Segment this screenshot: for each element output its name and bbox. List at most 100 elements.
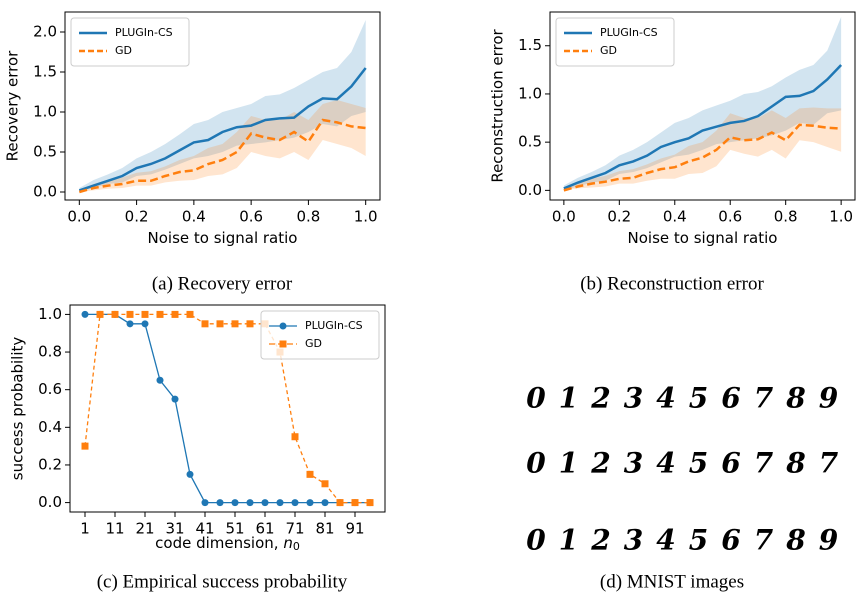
mnist-digit: 7 xyxy=(754,447,774,480)
mnist-digit: 3 xyxy=(624,447,643,480)
legend-label: GD xyxy=(600,44,617,57)
point xyxy=(157,377,164,384)
mnist-digit: 8 xyxy=(785,382,805,415)
y-tick-label: 0.2 xyxy=(38,455,62,473)
mnist-digit: 5 xyxy=(689,447,708,480)
point xyxy=(202,320,209,327)
legend-label: GD xyxy=(305,337,322,350)
caption: (a) Recovery error xyxy=(152,273,293,294)
x-axis-label-symbol: n xyxy=(283,534,293,552)
y-tick-label: 2.0 xyxy=(33,23,57,41)
point xyxy=(127,311,134,318)
mnist-digit: 1 xyxy=(559,524,578,557)
mnist-digit: 7 xyxy=(754,524,774,557)
y-tick-label: 0.4 xyxy=(38,418,62,436)
mnist-digit: 3 xyxy=(624,524,643,557)
point xyxy=(217,499,224,506)
y-axis-label: Recovery error xyxy=(4,50,22,161)
point xyxy=(187,311,194,318)
y-axis-label: Reconstruction error xyxy=(489,28,507,182)
x-tick-label: 1 xyxy=(80,520,90,538)
mnist-digit: 6 xyxy=(721,382,740,415)
point xyxy=(127,320,134,327)
legend-label: PLUGIn-CS xyxy=(600,26,658,39)
point xyxy=(247,499,254,506)
mnist-digit: 0 xyxy=(526,447,546,480)
x-tick-label: 0.0 xyxy=(552,208,576,226)
y-tick-label: 1.5 xyxy=(518,36,542,54)
mnist-digit: 4 xyxy=(656,447,675,480)
y-tick-label: 1.5 xyxy=(33,63,57,81)
mnist-digit: 8 xyxy=(785,524,805,557)
y-tick-label: 1.0 xyxy=(518,84,542,102)
mnist-digit: 9 xyxy=(819,382,838,415)
mnist-digit: 7 xyxy=(819,447,839,480)
x-tick-label: 91 xyxy=(345,520,364,538)
x-tick-label: 81 xyxy=(315,520,334,538)
y-tick-label: 1.0 xyxy=(38,305,62,323)
x-axis-label: Noise to signal ratio xyxy=(148,229,298,247)
y-tick-label: 0.5 xyxy=(518,133,542,151)
caption: (d) MNIST images xyxy=(600,571,744,592)
point xyxy=(172,311,179,318)
point xyxy=(352,499,359,506)
mnist-digit: 2 xyxy=(590,382,610,415)
point xyxy=(82,311,89,318)
mnist-digit: 5 xyxy=(689,382,708,415)
mnist-digit: 1 xyxy=(559,382,578,415)
x-tick-label: 0.4 xyxy=(182,208,206,226)
point xyxy=(142,311,149,318)
point xyxy=(202,499,209,506)
x-axis-label: Noise to signal ratio xyxy=(628,229,778,247)
point xyxy=(307,471,314,478)
y-axis-label: success probability xyxy=(9,337,27,481)
x-tick-label: 1.0 xyxy=(354,208,378,226)
point xyxy=(292,499,299,506)
x-axis-label-text: Noise to signal ratio xyxy=(148,229,298,247)
x-axis-label-text: Noise to signal ratio xyxy=(628,229,778,247)
point xyxy=(322,499,329,506)
mnist-digit: 5 xyxy=(689,524,708,557)
point xyxy=(187,471,194,478)
x-tick-label: 0.6 xyxy=(718,208,742,226)
mnist-digit: 1 xyxy=(559,447,578,480)
x-tick-label: 1.0 xyxy=(829,208,853,226)
point xyxy=(337,499,344,506)
caption: (c) Empirical success probability xyxy=(97,571,348,592)
mnist-digit: 6 xyxy=(721,447,740,480)
x-axis-label-subscript: 0 xyxy=(293,540,300,553)
legend-label: GD xyxy=(115,44,132,57)
point xyxy=(322,480,329,487)
x-tick-label: 0.4 xyxy=(663,208,687,226)
y-tick-label: 0.6 xyxy=(38,380,62,398)
mnist-digit: 2 xyxy=(590,447,610,480)
mnist-digit: 2 xyxy=(590,524,610,557)
y-tick-label: 1.0 xyxy=(33,103,57,121)
y-tick-label: 0.0 xyxy=(33,183,57,201)
x-tick-label: 0.6 xyxy=(239,208,263,226)
point xyxy=(232,499,239,506)
legend-marker xyxy=(280,341,287,348)
point xyxy=(217,320,224,327)
point xyxy=(262,499,269,506)
mnist-digit: 4 xyxy=(656,382,675,415)
point xyxy=(112,311,119,318)
point xyxy=(277,499,284,506)
mnist-digit: 0 xyxy=(526,382,546,415)
x-tick-label: 0.0 xyxy=(67,208,91,226)
mnist-digit: 9 xyxy=(819,524,838,557)
x-tick-label: 0.8 xyxy=(774,208,798,226)
y-tick-label: 0.5 xyxy=(33,143,57,161)
point xyxy=(97,311,104,318)
point xyxy=(172,396,179,403)
x-tick-label: 0.8 xyxy=(296,208,320,226)
point xyxy=(82,443,89,450)
mnist-digit: 4 xyxy=(656,524,675,557)
point xyxy=(142,320,149,327)
caption: (b) Reconstruction error xyxy=(580,273,764,294)
x-tick-label: 21 xyxy=(135,520,154,538)
x-axis-label: code dimension, n0 xyxy=(155,534,300,554)
mnist-digit: 0 xyxy=(526,524,546,557)
point xyxy=(247,320,254,327)
point xyxy=(292,433,299,440)
